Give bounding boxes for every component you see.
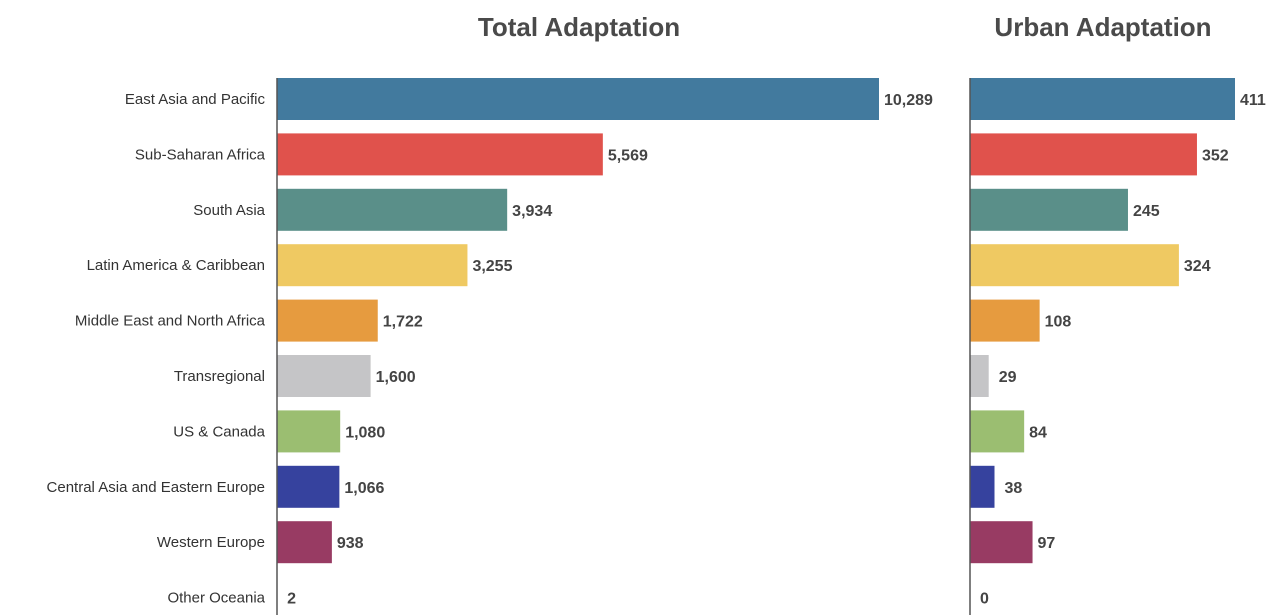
total-adaptation-panel: 10,289 5,569 3,934 3,255 1,722 1,600 1,080 1,06… (276, 78, 933, 615)
category-labels: East Asia and Pacific Sub-Saharan Africa S… (47, 91, 266, 607)
urban-bar-middle-east-and-north-africa (970, 299, 1040, 342)
urban-value-label-south-asia: 245 (1133, 203, 1160, 220)
total-value-label-other-oceania: 2 (287, 591, 296, 608)
category-label-other-oceania: Other Oceania (167, 590, 265, 607)
urban-bar-central-asia-and-eastern-europe (970, 465, 995, 508)
urban-bar-sub-saharan-africa (970, 133, 1197, 176)
total-value-label-transregional: 1,600 (376, 369, 416, 386)
total-value-label-sub-saharan-africa: 5,569 (608, 147, 648, 164)
category-label-middle-east-and-north-africa: Middle East and North Africa (75, 313, 266, 330)
urban-value-label-central-asia-and-eastern-europe: 38 (1005, 480, 1023, 497)
category-label-east-asia-and-pacific: East Asia and Pacific (125, 91, 266, 108)
category-label-latin-america-and-caribbean: Latin America & Caribbean (87, 257, 265, 274)
urban-adaptation-panel: 411 352 245 324 108 29 84 38 97 0 (969, 78, 1266, 615)
urban-value-label-other-oceania: 0 (980, 591, 989, 608)
total-bar-middle-east-and-north-africa (277, 299, 378, 342)
category-label-transregional: Transregional (174, 368, 265, 385)
total-value-label-central-asia-and-eastern-europe: 1,066 (344, 480, 384, 497)
category-label-western-europe: Western Europe (157, 534, 265, 551)
urban-value-label-east-asia-and-pacific: 411 (1240, 92, 1266, 109)
category-label-us-and-canada: US & Canada (173, 423, 265, 440)
urban-value-label-transregional: 29 (999, 369, 1017, 386)
total-bar-central-asia-and-eastern-europe (277, 465, 340, 508)
urban-value-label-sub-saharan-africa: 352 (1202, 147, 1229, 164)
total-bar-transregional (277, 355, 371, 397)
urban-bar-us-and-canada (970, 410, 1025, 453)
total-value-label-middle-east-and-north-africa: 1,722 (383, 314, 423, 331)
category-label-sub-saharan-africa: Sub-Saharan Africa (135, 146, 266, 163)
total-value-label-east-asia-and-pacific: 10,289 (884, 92, 933, 109)
category-label-south-asia: South Asia (193, 202, 265, 219)
category-label-central-asia-and-eastern-europe: Central Asia and Eastern Europe (47, 479, 265, 496)
urban-value-label-western-europe: 97 (1038, 535, 1056, 552)
total-adaptation-title: Total Adaptation (478, 12, 680, 42)
urban-value-label-us-and-canada: 84 (1029, 424, 1047, 441)
urban-bar-south-asia (970, 188, 1128, 231)
urban-bar-east-asia-and-pacific (970, 78, 1235, 120)
total-bar-latin-america-and-caribbean (277, 244, 468, 287)
total-bar-sub-saharan-africa (277, 133, 603, 176)
urban-value-label-latin-america-and-caribbean: 324 (1184, 258, 1211, 275)
urban-bar-latin-america-and-caribbean (970, 244, 1179, 287)
total-bar-western-europe (277, 521, 332, 564)
urban-bar-transregional (970, 355, 989, 397)
total-value-label-latin-america-and-caribbean: 3,255 (472, 258, 512, 275)
total-bar-us-and-canada (277, 410, 341, 453)
urban-adaptation-title: Urban Adaptation (994, 12, 1211, 42)
total-value-label-western-europe: 938 (337, 535, 364, 552)
total-bar-south-asia (277, 188, 508, 231)
urban-value-label-middle-east-and-north-africa: 108 (1045, 314, 1072, 331)
urban-bar-western-europe (970, 521, 1033, 564)
total-value-label-us-and-canada: 1,080 (345, 424, 385, 441)
total-bar-east-asia-and-pacific (277, 78, 879, 120)
total-value-label-south-asia: 3,934 (512, 203, 552, 220)
